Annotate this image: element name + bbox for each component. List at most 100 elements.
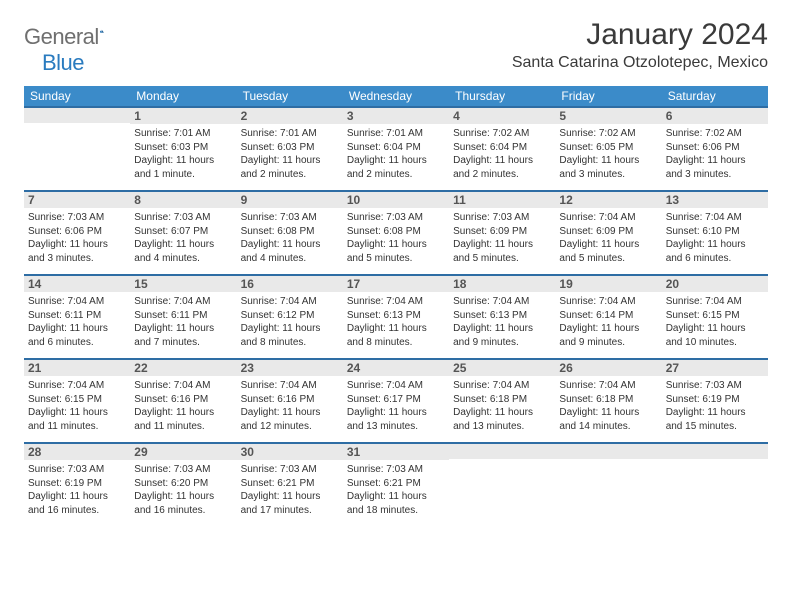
day-info: Sunrise: 7:03 AMSunset: 6:21 PMDaylight:… xyxy=(343,460,449,521)
calendar-cell: 17Sunrise: 7:04 AMSunset: 6:13 PMDayligh… xyxy=(343,274,449,358)
day-info: Sunrise: 7:04 AMSunset: 6:10 PMDaylight:… xyxy=(662,208,768,269)
sun-info-text: Sunrise: 7:03 AMSunset: 6:09 PMDaylight:… xyxy=(453,210,551,265)
day-number xyxy=(555,444,661,459)
calendar-cell: 21Sunrise: 7:04 AMSunset: 6:15 PMDayligh… xyxy=(24,358,130,442)
day-info: Sunrise: 7:04 AMSunset: 6:18 PMDaylight:… xyxy=(555,376,661,437)
month-title: January 2024 xyxy=(512,18,768,52)
calendar-cell: 3 Sunrise: 7:01 AMSunset: 6:04 PMDaylight… xyxy=(343,106,449,190)
calendar-cell: 4Sunrise: 7:02 AMSunset: 6:04 PMDaylight… xyxy=(449,106,555,190)
sun-info-text: Sunrise: 7:03 AMSunset: 6:07 PMDaylight:… xyxy=(134,210,232,265)
day-number: 20 xyxy=(662,276,768,292)
sun-info-text: Sunrise: 7:04 AMSunset: 6:16 PMDaylight:… xyxy=(241,378,339,433)
sun-info-text: Sunrise: 7:03 AMSunset: 6:19 PMDaylight:… xyxy=(28,462,126,517)
calendar-week-row: 28 Sunrise: 7:03 AMSunset: 6:19 PMDayligh… xyxy=(24,442,768,526)
day-number-bar xyxy=(24,106,130,123)
day-number-bar: 7 xyxy=(24,190,130,208)
calendar-cell xyxy=(449,442,555,526)
day-number: 25 xyxy=(449,360,555,376)
day-number-bar: 5 xyxy=(555,106,661,124)
day-number-bar: 11 xyxy=(449,190,555,208)
calendar-cell: 25 Sunrise: 7:04 AMSunset: 6:18 PMDayligh… xyxy=(449,358,555,442)
day-info: Sunrise: 7:04 AMSunset: 6:11 PMDaylight:… xyxy=(24,292,130,353)
day-number-bar: 4 xyxy=(449,106,555,124)
calendar-cell: 28 Sunrise: 7:03 AMSunset: 6:19 PMDayligh… xyxy=(24,442,130,526)
day-number: 26 xyxy=(555,360,661,376)
calendar-week-row: 1Sunrise: 7:01 AMSunset: 6:03 PMDaylight… xyxy=(24,106,768,190)
day-number-bar: 13 xyxy=(662,190,768,208)
day-number: 9 xyxy=(237,192,343,208)
day-info: Sunrise: 7:04 AMSunset: 6:12 PMDaylight:… xyxy=(237,292,343,353)
calendar-cell: 18 Sunrise: 7:04 AMSunset: 6:13 PMDayligh… xyxy=(449,274,555,358)
day-number-bar: 16 xyxy=(237,274,343,292)
day-number-bar: 30 xyxy=(237,442,343,460)
calendar-cell: 15Sunrise: 7:04 AMSunset: 6:11 PMDayligh… xyxy=(130,274,236,358)
day-number xyxy=(24,108,130,123)
day-number-bar: 3 xyxy=(343,106,449,124)
calendar-cell: 13Sunrise: 7:04 AMSunset: 6:10 PMDayligh… xyxy=(662,190,768,274)
weekday-header-row: SundayMondayTuesdayWednesdayThursdayFrid… xyxy=(24,86,768,106)
day-number-bar xyxy=(662,442,768,459)
calendar-cell xyxy=(24,106,130,190)
day-number: 24 xyxy=(343,360,449,376)
day-number-bar: 20 xyxy=(662,274,768,292)
weekday-header: Sunday xyxy=(24,86,130,106)
calendar-cell: 26Sunrise: 7:04 AMSunset: 6:18 PMDayligh… xyxy=(555,358,661,442)
sun-info-text: Sunrise: 7:03 AMSunset: 6:06 PMDaylight:… xyxy=(28,210,126,265)
day-info: Sunrise: 7:03 AMSunset: 6:19 PMDaylight:… xyxy=(662,376,768,437)
day-number: 30 xyxy=(237,444,343,460)
day-number-bar: 2 xyxy=(237,106,343,124)
calendar-cell: 6Sunrise: 7:02 AMSunset: 6:06 PMDaylight… xyxy=(662,106,768,190)
day-number-bar: 31 xyxy=(343,442,449,460)
day-number-bar: 6 xyxy=(662,106,768,124)
day-number: 27 xyxy=(662,360,768,376)
calendar-cell: 12Sunrise: 7:04 AMSunset: 6:09 PMDayligh… xyxy=(555,190,661,274)
page-root: General January 2024 Santa Catarina Otzo… xyxy=(0,0,792,536)
sun-info-text: Sunrise: 7:04 AMSunset: 6:18 PMDaylight:… xyxy=(453,378,551,433)
day-number-bar: 24 xyxy=(343,358,449,376)
sun-info-text: Sunrise: 7:01 AMSunset: 6:04 PMDaylight:… xyxy=(347,126,445,181)
day-number-bar: 1 xyxy=(130,106,236,124)
day-number: 22 xyxy=(130,360,236,376)
day-number: 28 xyxy=(24,444,130,460)
day-info: Sunrise: 7:03 AMSunset: 6:20 PMDaylight:… xyxy=(130,460,236,521)
calendar-week-row: 7 Sunrise: 7:03 AMSunset: 6:06 PMDaylight… xyxy=(24,190,768,274)
day-number-bar: 18 xyxy=(449,274,555,292)
day-info: Sunrise: 7:03 AMSunset: 6:06 PMDaylight:… xyxy=(24,208,130,269)
day-number-bar: 19 xyxy=(555,274,661,292)
day-info: Sunrise: 7:04 AMSunset: 6:15 PMDaylight:… xyxy=(24,376,130,437)
sun-info-text: Sunrise: 7:03 AMSunset: 6:08 PMDaylight:… xyxy=(347,210,445,265)
day-number: 3 xyxy=(343,108,449,124)
day-info: Sunrise: 7:03 AMSunset: 6:09 PMDaylight:… xyxy=(449,208,555,269)
sun-info-text: Sunrise: 7:04 AMSunset: 6:17 PMDaylight:… xyxy=(347,378,445,433)
weekday-header: Wednesday xyxy=(343,86,449,106)
sun-info-text: Sunrise: 7:04 AMSunset: 6:13 PMDaylight:… xyxy=(347,294,445,349)
day-info: Sunrise: 7:04 AMSunset: 6:16 PMDaylight:… xyxy=(237,376,343,437)
sun-info-text: Sunrise: 7:04 AMSunset: 6:15 PMDaylight:… xyxy=(666,294,764,349)
calendar-cell: 30Sunrise: 7:03 AMSunset: 6:21 PMDayligh… xyxy=(237,442,343,526)
calendar-cell: 22 Sunrise: 7:04 AMSunset: 6:16 PMDayligh… xyxy=(130,358,236,442)
calendar-cell: 27Sunrise: 7:03 AMSunset: 6:19 PMDayligh… xyxy=(662,358,768,442)
calendar-cell: 29Sunrise: 7:03 AMSunset: 6:20 PMDayligh… xyxy=(130,442,236,526)
calendar-cell xyxy=(555,442,661,526)
calendar-cell: 14Sunrise: 7:04 AMSunset: 6:11 PMDayligh… xyxy=(24,274,130,358)
calendar-head: SundayMondayTuesdayWednesdayThursdayFrid… xyxy=(24,86,768,106)
day-number-bar: 12 xyxy=(555,190,661,208)
day-info: Sunrise: 7:01 AMSunset: 6:03 PMDaylight:… xyxy=(130,124,236,185)
day-number-bar: 15 xyxy=(130,274,236,292)
day-number xyxy=(662,444,768,459)
day-number: 29 xyxy=(130,444,236,460)
day-info: Sunrise: 7:04 AMSunset: 6:13 PMDaylight:… xyxy=(343,292,449,353)
calendar-table: SundayMondayTuesdayWednesdayThursdayFrid… xyxy=(24,86,768,526)
day-number-bar: 26 xyxy=(555,358,661,376)
sun-info-text: Sunrise: 7:04 AMSunset: 6:15 PMDaylight:… xyxy=(28,378,126,433)
day-number: 1 xyxy=(130,108,236,124)
calendar-cell: 24 Sunrise: 7:04 AMSunset: 6:17 PMDayligh… xyxy=(343,358,449,442)
calendar-cell: 23Sunrise: 7:04 AMSunset: 6:16 PMDayligh… xyxy=(237,358,343,442)
calendar-week-row: 21Sunrise: 7:04 AMSunset: 6:15 PMDayligh… xyxy=(24,358,768,442)
sun-info-text: Sunrise: 7:04 AMSunset: 6:13 PMDaylight:… xyxy=(453,294,551,349)
day-info: Sunrise: 7:03 AMSunset: 6:08 PMDaylight:… xyxy=(237,208,343,269)
sun-info-text: Sunrise: 7:04 AMSunset: 6:16 PMDaylight:… xyxy=(134,378,232,433)
weekday-header: Saturday xyxy=(662,86,768,106)
day-info: Sunrise: 7:01 AMSunset: 6:04 PMDaylight:… xyxy=(343,124,449,185)
brand-logo: General xyxy=(24,18,125,50)
